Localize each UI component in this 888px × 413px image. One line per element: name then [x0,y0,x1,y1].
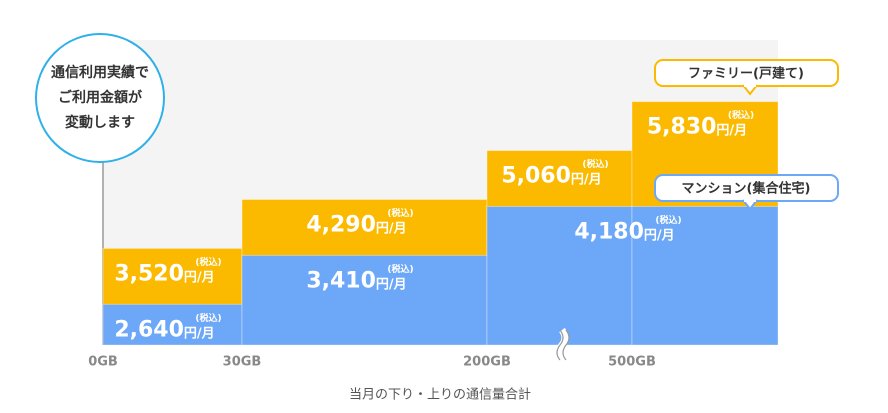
unit: 円/月 [376,277,407,292]
value-label: 3,410円/月 [306,268,406,293]
step-bar [631,205,779,346]
tax-note: (税込) [728,109,754,121]
legend-label: マンション(集合住宅) [682,181,811,197]
tax-note: (税込) [387,263,413,275]
annotation-line: 変動します [65,114,135,131]
step-bar [241,254,488,346]
unit: 円/月 [184,326,215,341]
tax-note: (税込) [387,207,413,219]
value-label: 4,180円/月 [574,219,674,244]
legend-pointer [742,84,758,96]
tax-note: (税込) [195,312,221,324]
unit: 円/月 [571,172,602,187]
annotation-circle [35,33,165,163]
x-tick-label: 500GB [608,355,656,370]
value-label: 4,290円/月 [306,212,406,237]
x-axis-title: 当月の下り・上りの通信量合計 [349,387,531,403]
tax-note: (税込) [655,214,681,226]
unit: 円/月 [184,270,215,285]
axis-break [555,327,570,363]
unit: 円/月 [716,123,747,138]
x-tick-label: 30GB [223,355,262,370]
legend-label: ファミリー(戸建て) [688,66,804,82]
value-label: 5,830円/月 [647,115,747,140]
step-bar [486,205,633,346]
x-tick-label: 0GB [88,355,118,370]
marks [102,101,779,346]
legend: ファミリー(戸建て) マンション(集合住宅) [654,59,839,211]
value-number: 3,410 [306,268,376,293]
value-label: 2,640円/月 [114,317,214,342]
annotation-line: 通信利用実績で [51,64,149,81]
legend-pointer [742,199,758,211]
tax-note: (税込) [195,256,221,268]
value-number: 5,830 [647,115,717,140]
tax-note: (税込) [582,158,608,170]
value-number: 5,060 [501,164,571,189]
value-label: 3,520円/月 [114,261,214,286]
x-tick-label: 200GB [463,355,511,370]
value-label: 5,060円/月 [501,164,601,189]
unit: 円/月 [644,228,675,243]
value-number: 3,520 [114,261,184,286]
value-number: 2,640 [114,317,184,342]
step-bar [102,303,243,346]
value-number: 4,290 [306,212,376,237]
unit: 円/月 [376,221,407,236]
annotation-line: ご利用金額が [58,89,143,106]
value-number: 4,180 [574,219,644,244]
